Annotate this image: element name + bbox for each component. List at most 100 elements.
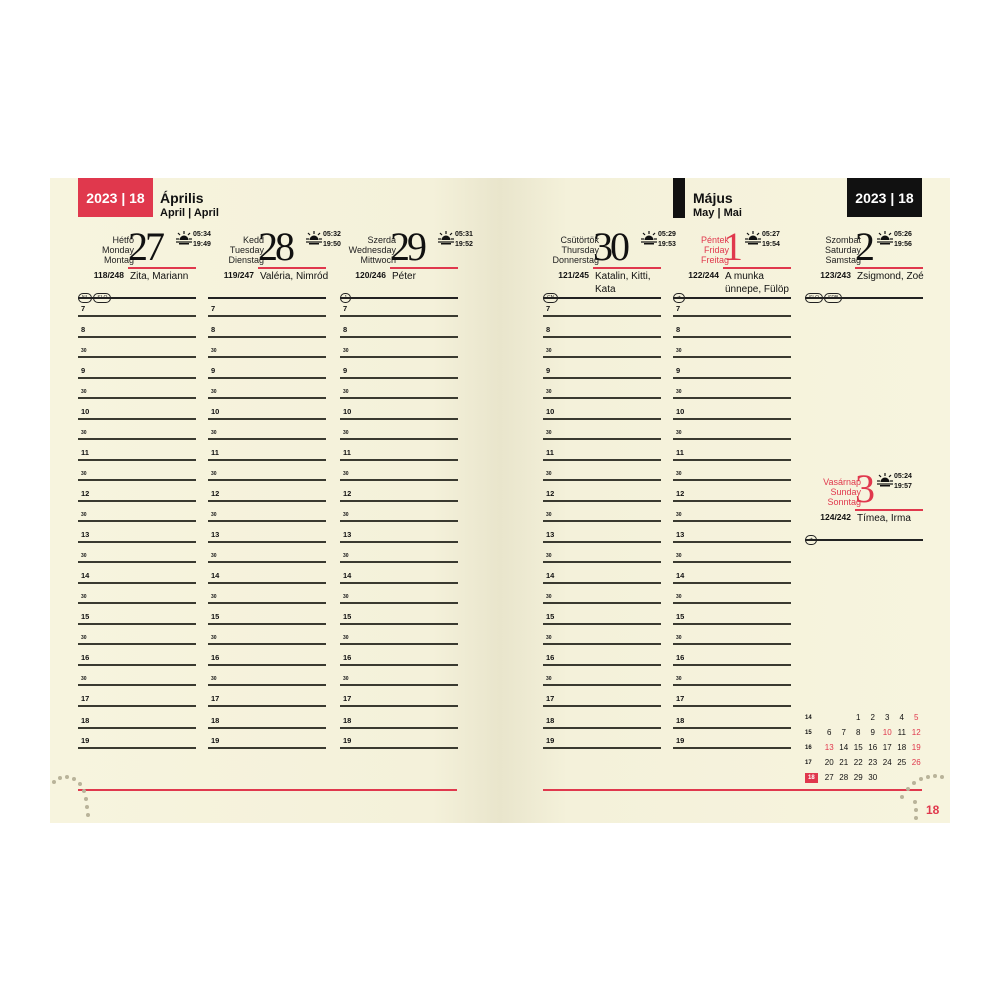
calendar-day[interactable]: 10 [882,728,892,737]
hour-line[interactable] [208,705,326,707]
hour-line[interactable] [208,664,326,666]
hour-line[interactable] [673,315,791,317]
hour-line[interactable] [340,684,458,686]
hour-line[interactable] [340,623,458,625]
hour-line[interactable] [340,438,458,440]
calendar-day[interactable]: 28 [839,773,849,782]
hour-line[interactable] [673,438,791,440]
hour-line[interactable] [208,315,326,317]
hour-line[interactable] [78,747,196,749]
hour-line[interactable] [673,377,791,379]
hour-line[interactable] [208,727,326,729]
hour-line[interactable] [340,520,458,522]
calendar-day[interactable]: 13 [824,743,834,752]
hour-line[interactable] [543,356,661,358]
hour-line[interactable] [543,747,661,749]
hour-line[interactable] [673,664,791,666]
hour-line[interactable] [208,336,326,338]
calendar-day[interactable]: 17 [882,743,892,752]
hour-line[interactable] [673,479,791,481]
calendar-day[interactable]: 19 [911,743,921,752]
hour-line[interactable] [208,377,326,379]
hour-line[interactable] [78,336,196,338]
hour-line[interactable] [340,377,458,379]
hour-line[interactable] [78,459,196,461]
hour-line[interactable] [78,727,196,729]
calendar-day[interactable]: 18 [897,743,907,752]
hour-line[interactable] [78,664,196,666]
calendar-day[interactable]: 25 [897,758,907,767]
hour-line[interactable] [673,582,791,584]
calendar-day[interactable]: 14 [839,743,849,752]
hour-line[interactable] [543,664,661,666]
hour-line[interactable] [543,684,661,686]
hour-line[interactable] [340,356,458,358]
hour-line[interactable] [673,418,791,420]
hour-line[interactable] [673,684,791,686]
calendar-day[interactable]: 8 [856,728,861,737]
hour-line[interactable] [340,479,458,481]
hour-line[interactable] [78,582,196,584]
hour-line[interactable] [78,520,196,522]
hour-line[interactable] [543,561,661,563]
hour-line[interactable] [340,315,458,317]
hour-line[interactable] [340,747,458,749]
calendar-day[interactable]: 4 [899,713,904,722]
calendar-day[interactable]: 29 [853,773,863,782]
hour-line[interactable] [543,459,661,461]
hour-line[interactable] [78,418,196,420]
hour-line[interactable] [673,520,791,522]
hour-line[interactable] [208,623,326,625]
hour-line[interactable] [78,438,196,440]
calendar-day[interactable]: 3 [885,713,890,722]
calendar-day[interactable]: 27 [824,773,834,782]
hour-line[interactable] [543,315,661,317]
hour-line[interactable] [673,356,791,358]
hour-line[interactable] [543,727,661,729]
hour-line[interactable] [208,479,326,481]
calendar-day[interactable]: 24 [882,758,892,767]
hour-line[interactable] [340,397,458,399]
calendar-day[interactable]: 11 [897,728,906,737]
hour-line[interactable] [543,623,661,625]
calendar-day[interactable]: 23 [868,758,878,767]
hour-line[interactable] [78,602,196,604]
calendar-day[interactable]: 21 [839,758,849,767]
hour-line[interactable] [78,643,196,645]
hour-line[interactable] [340,602,458,604]
hour-line[interactable] [340,643,458,645]
hour-line[interactable] [78,623,196,625]
hour-line[interactable] [543,582,661,584]
hour-line[interactable] [543,541,661,543]
hour-line[interactable] [208,520,326,522]
calendar-day[interactable]: 7 [841,728,846,737]
hour-line[interactable] [673,747,791,749]
hour-line[interactable] [543,479,661,481]
calendar-day[interactable]: 12 [911,728,921,737]
hour-line[interactable] [673,602,791,604]
hour-line[interactable] [673,541,791,543]
hour-line[interactable] [78,561,196,563]
hour-line[interactable] [208,684,326,686]
calendar-day[interactable]: 1 [856,713,861,722]
hour-line[interactable] [78,541,196,543]
hour-line[interactable] [673,397,791,399]
hour-line[interactable] [673,500,791,502]
hour-line[interactable] [340,705,458,707]
hour-line[interactable] [340,727,458,729]
hour-line[interactable] [673,643,791,645]
hour-line[interactable] [208,561,326,563]
hour-line[interactable] [543,336,661,338]
calendar-day[interactable]: 20 [824,758,834,767]
hour-line[interactable] [208,459,326,461]
calendar-day[interactable]: 16 [868,743,878,752]
hour-line[interactable] [543,520,661,522]
hour-line[interactable] [78,705,196,707]
hour-line[interactable] [208,582,326,584]
hour-line[interactable] [78,315,196,317]
hour-line[interactable] [543,602,661,604]
calendar-day[interactable]: 15 [853,743,863,752]
hour-line[interactable] [208,418,326,420]
hour-line[interactable] [673,561,791,563]
hour-line[interactable] [78,500,196,502]
